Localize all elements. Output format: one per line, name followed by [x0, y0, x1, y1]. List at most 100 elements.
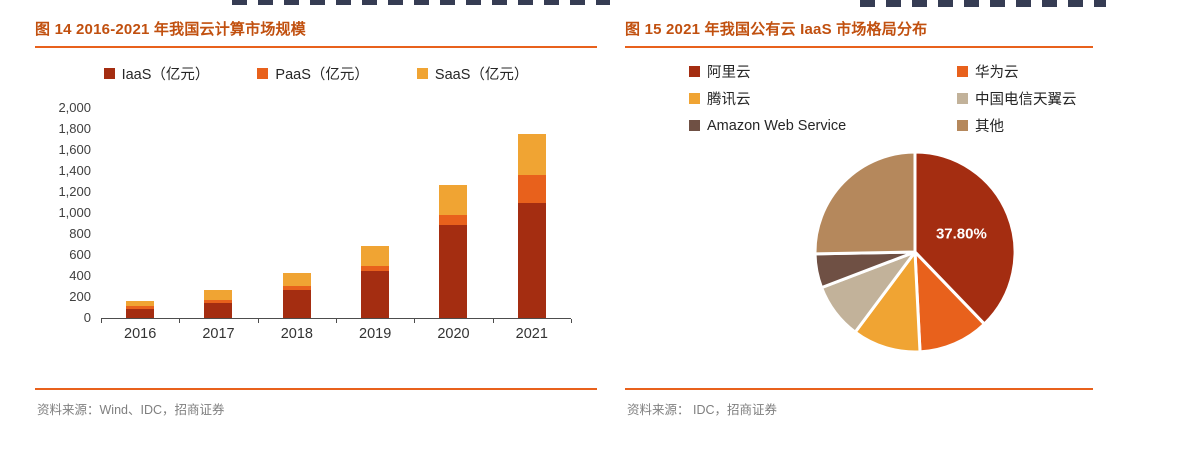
legend-label: Amazon Web Service — [707, 117, 847, 134]
bar-segment-saas — [439, 184, 468, 216]
bar-column-2017 — [179, 108, 257, 318]
y-axis-label: 1,200 — [58, 184, 91, 199]
y-axis-label: 1,600 — [58, 142, 91, 157]
divider — [35, 46, 597, 48]
y-axis-label: 800 — [69, 226, 91, 241]
bar-segment-paas — [282, 285, 311, 290]
legend-item-telecom: 中国电信天翼云 — [957, 88, 1093, 109]
y-axis-label: 1,800 — [58, 121, 91, 136]
bar-segment-iaas — [204, 302, 233, 318]
legend-item-other: 其他 — [957, 115, 1093, 136]
legend-item-saas: SaaS（亿元） — [416, 63, 529, 84]
pie-chart-legend: 阿里云 华为云腾讯云 中国电信天翼云 Amazon Web Service 其他 — [625, 61, 1093, 136]
x-axis-label: 2016 — [124, 326, 157, 342]
bar-stack — [126, 300, 155, 318]
legend-label: 阿里云 — [707, 65, 751, 81]
bar-segment-saas — [204, 290, 233, 300]
report-figures-row: 图 14 2016-2021 年我国云计算市场规模 IaaS（亿元） PaaS（亿… — [35, 10, 1093, 418]
bar-stack — [517, 134, 546, 318]
plot-area — [101, 108, 571, 319]
bar-column-2021 — [493, 108, 571, 318]
x-axis-tick — [337, 319, 416, 323]
y-axis: 0 200 400 600 800 1,000 1,200 1,400 1,600 1,800 2,… — [35, 101, 101, 325]
x-axis-tick — [180, 319, 259, 323]
pie-svg: 37.80% — [813, 150, 1017, 354]
legend-item-aliyun: 阿里云 — [689, 61, 957, 82]
bar-segment-iaas — [439, 224, 468, 318]
legend-label: 华为云 — [975, 65, 1019, 81]
y-axis-label: 0 — [83, 310, 91, 325]
pie-data-label: 37.80% — [936, 225, 987, 242]
legend-item-tencent: 腾讯云 — [689, 88, 957, 109]
divider — [625, 388, 1093, 390]
x-axis-label: 2021 — [515, 326, 548, 342]
y-axis-label: 200 — [69, 289, 91, 304]
divider — [35, 388, 597, 390]
legend-swatch — [103, 68, 115, 79]
bar-segment-saas — [126, 300, 155, 306]
x-axis-tick — [415, 319, 494, 323]
legend-label: IaaS（亿元） — [121, 67, 210, 83]
stacked-bar-chart: 0 200 400 600 800 1,000 1,200 1,400 1,600 1,800 2,… — [35, 101, 597, 325]
legend-label: 中国电信天翼云 — [975, 92, 1077, 108]
legend-label: SaaS（亿元） — [434, 67, 529, 83]
bar-segment-saas — [282, 272, 311, 286]
bar-segment-saas — [361, 245, 390, 266]
y-axis-label: 400 — [69, 268, 91, 283]
x-axis-tick — [259, 319, 337, 323]
legend-item-huawei: 华为云 — [957, 61, 1093, 82]
bar-segment-iaas — [126, 308, 155, 318]
y-axis-label: 2,000 — [58, 100, 91, 115]
legend-swatch — [689, 93, 700, 104]
legend-item-paas: PaaS（亿元） — [257, 63, 369, 84]
legend-swatch — [957, 120, 968, 131]
x-axis-tick — [494, 319, 572, 323]
bar-chart-legend: IaaS（亿元） PaaS（亿元） SaaS（亿元） — [35, 63, 597, 84]
bar-segment-iaas — [282, 289, 311, 318]
clipped-header-fragment — [232, 0, 610, 5]
legend-item-aws: Amazon Web Service — [689, 115, 957, 136]
x-axis-tick — [102, 319, 181, 323]
bar-chart-panel: 图 14 2016-2021 年我国云计算市场规模 IaaS（亿元） PaaS（亿… — [35, 10, 597, 418]
bar-column-2018 — [258, 108, 336, 318]
legend-label: 其他 — [975, 119, 1004, 135]
legend-item-iaas: IaaS（亿元） — [103, 63, 210, 84]
bar-column-2020 — [414, 108, 492, 318]
source-note: 资料来源： IDC，招商证券 — [627, 403, 778, 417]
figure-title: 图 14 2016-2021 年我国云计算市场规模 — [35, 21, 306, 38]
bar-stack — [439, 184, 468, 318]
bar-stack — [282, 272, 311, 318]
x-axis-label: 2020 — [437, 326, 470, 342]
divider — [625, 46, 1093, 48]
pie-slice-aliyun — [913, 150, 1017, 326]
bar-stack — [204, 290, 233, 318]
x-axis-label: 2017 — [202, 326, 235, 342]
legend-swatch — [257, 68, 269, 79]
legend-label: PaaS（亿元） — [275, 67, 369, 83]
figure-title: 图 15 2021 年我国公有云 IaaS 市场格局分布 — [625, 21, 928, 38]
legend-label: 腾讯云 — [707, 92, 751, 108]
x-axis-label: 2018 — [280, 326, 313, 342]
bar-segment-paas — [361, 265, 390, 271]
bar-segment-paas — [126, 305, 155, 309]
pie-chart: 37.80% — [809, 146, 1021, 358]
y-axis-label: 1,000 — [58, 205, 91, 220]
source-note: 资料来源：Wind、IDC，招商证券 — [37, 403, 225, 417]
bar-segment-paas — [204, 299, 233, 303]
bar-segment-saas — [517, 134, 546, 176]
x-axis-labels: 2016 2017 2018 2019 2020 2021 — [101, 326, 571, 342]
bar-column-2016 — [101, 108, 179, 318]
bar-segment-iaas — [517, 202, 546, 318]
legend-swatch — [957, 93, 968, 104]
legend-swatch — [689, 66, 700, 77]
y-axis-label: 1,400 — [58, 163, 91, 178]
pie-slice-other — [813, 150, 917, 256]
legend-swatch — [689, 120, 700, 131]
legend-swatch — [957, 66, 968, 77]
bar-column-2019 — [336, 108, 414, 318]
x-axis-label: 2019 — [359, 326, 392, 342]
bar-segment-iaas — [361, 270, 390, 318]
bar-segment-paas — [517, 175, 546, 203]
clipped-header-fragment — [860, 0, 1106, 7]
pie-chart-panel: 图 15 2021 年我国公有云 IaaS 市场格局分布 阿里云 华为云腾讯云 中国… — [625, 10, 1093, 418]
